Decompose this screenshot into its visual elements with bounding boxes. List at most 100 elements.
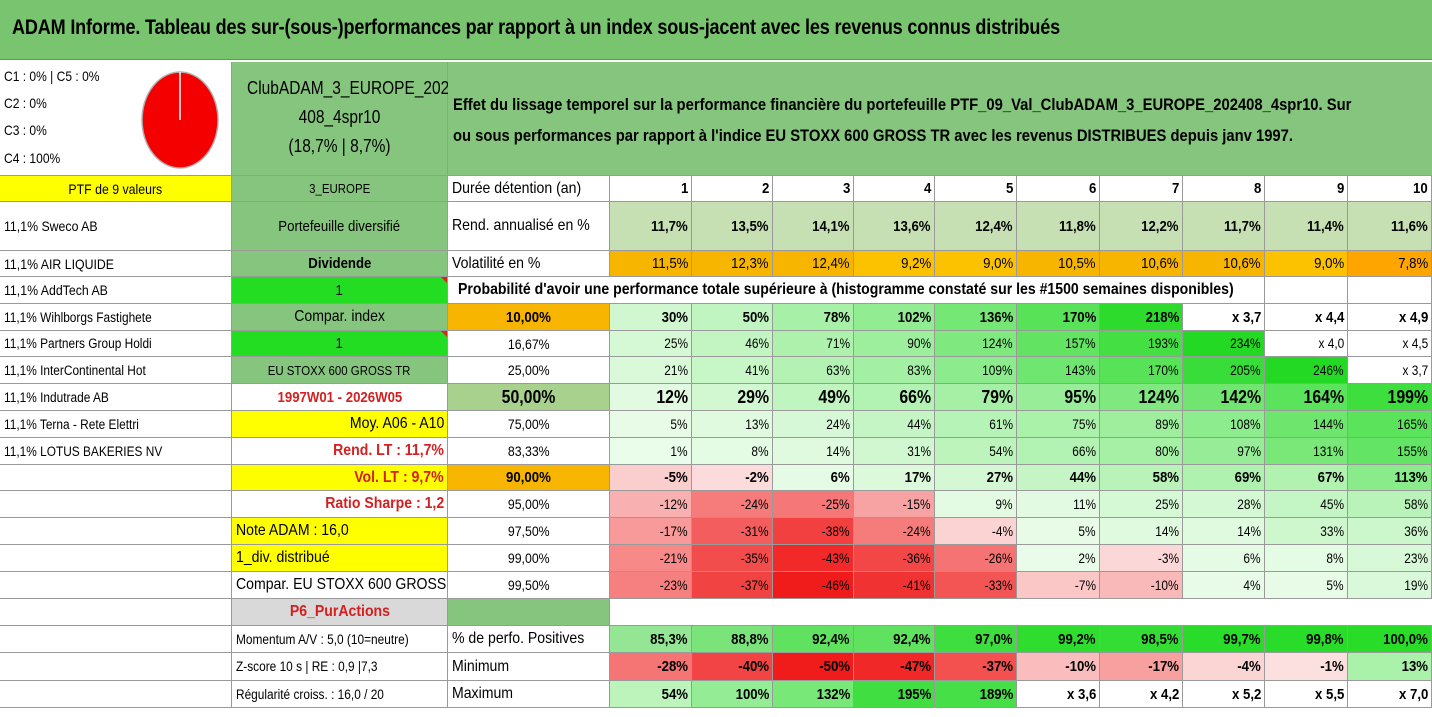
probability-value[interactable]: -35% (692, 545, 773, 572)
portfolio-type-cell[interactable]: Portefeuille diversifié (232, 202, 448, 251)
probability-value[interactable]: 193% (1100, 331, 1183, 357)
rend-value[interactable]: 11,7% (1183, 202, 1265, 251)
probability-value[interactable]: 49% (773, 384, 854, 411)
probability-value[interactable]: 58% (1100, 465, 1183, 491)
vol-value[interactable]: 12,3% (692, 251, 773, 277)
probability-value[interactable]: 5% (1017, 518, 1100, 545)
holding-row[interactable]: 11,1% InterContinental Hot (0, 357, 232, 384)
vol-value[interactable]: 10,5% (1017, 251, 1100, 277)
rend-value[interactable]: 13,5% (692, 202, 773, 251)
positives-value[interactable]: 99,2% (1017, 626, 1100, 653)
probability-value[interactable]: x 3,7 (1183, 304, 1265, 331)
probability-value[interactable]: 29% (692, 384, 773, 411)
probability-value[interactable]: 45% (1265, 491, 1348, 518)
year-header-8[interactable]: 8 (1183, 176, 1265, 202)
probability-value[interactable]: 218% (1100, 304, 1183, 331)
positives-value[interactable]: 88,8% (692, 626, 773, 653)
probability-value[interactable]: 95% (1017, 384, 1100, 411)
empty-cell[interactable] (0, 545, 232, 572)
probability-value[interactable]: x 4,9 (1348, 304, 1432, 331)
probability-value[interactable]: -7% (1017, 572, 1100, 599)
probability-value[interactable]: 79% (935, 384, 1017, 411)
probability-value[interactable]: x 4,4 (1265, 304, 1348, 331)
dividend-value-cell[interactable]: 1 (232, 277, 448, 304)
probability-value[interactable]: 102% (854, 304, 935, 331)
info-cell[interactable]: Ratio Sharpe : 1,2 (232, 491, 448, 518)
maximum-value[interactable]: 132% (773, 681, 854, 708)
probability-value[interactable]: -46% (773, 572, 854, 599)
probability-value[interactable]: -21% (610, 545, 692, 572)
probability-value[interactable]: -15% (854, 491, 935, 518)
probability-value[interactable]: 6% (1183, 545, 1265, 572)
probability-value[interactable]: 109% (935, 357, 1017, 384)
positives-value[interactable]: 92,4% (773, 626, 854, 653)
probability-value[interactable]: 13% (692, 411, 773, 438)
probability-value[interactable]: -24% (854, 518, 935, 545)
probability-title[interactable]: Probabilité d'avoir une performance tota… (448, 277, 1265, 304)
probability-value[interactable]: 28% (1183, 491, 1265, 518)
holding-row[interactable]: 11,1% AIR LIQUIDE (0, 251, 232, 277)
probability-value[interactable]: 41% (692, 357, 773, 384)
probability-level[interactable]: 83,33% (448, 438, 610, 465)
probability-value[interactable]: 21% (610, 357, 692, 384)
probability-level[interactable]: 10,00% (448, 304, 610, 331)
probability-value[interactable]: 1% (610, 438, 692, 465)
maximum-value[interactable]: 195% (854, 681, 935, 708)
probability-value[interactable]: 66% (854, 384, 935, 411)
probability-level[interactable]: 25,00% (448, 357, 610, 384)
positives-value[interactable]: 99,8% (1265, 626, 1348, 653)
info-cell[interactable]: 1 (232, 331, 448, 357)
probability-value[interactable]: -26% (935, 545, 1017, 572)
rend-value[interactable]: 11,6% (1348, 202, 1432, 251)
probability-value[interactable]: 9% (935, 491, 1017, 518)
probability-value[interactable]: -25% (773, 491, 854, 518)
probability-value[interactable]: 124% (935, 331, 1017, 357)
year-header-3[interactable]: 3 (773, 176, 854, 202)
probability-value[interactable]: 155% (1348, 438, 1432, 465)
probability-value[interactable]: 143% (1017, 357, 1100, 384)
probability-value[interactable]: 36% (1348, 518, 1432, 545)
year-header-1[interactable]: 1 (610, 176, 692, 202)
probability-value[interactable]: -2% (692, 465, 773, 491)
probability-level[interactable]: 99,00% (448, 545, 610, 572)
empty-cell[interactable] (0, 491, 232, 518)
positives-label[interactable]: % de perfo. Positives (448, 626, 610, 653)
year-header-10[interactable]: 10 (1348, 176, 1432, 202)
probability-value[interactable]: -17% (610, 518, 692, 545)
vol-value[interactable]: 10,6% (1183, 251, 1265, 277)
empty-cell[interactable] (0, 572, 232, 599)
positives-value[interactable]: 100,0% (1348, 626, 1432, 653)
probability-value[interactable]: 170% (1100, 357, 1183, 384)
probability-value[interactable]: 234% (1183, 331, 1265, 357)
minimum-value[interactable]: -37% (935, 653, 1017, 681)
info-cell[interactable]: Compar. EU STOXX 600 GROSS TR (232, 572, 448, 599)
momentum-cell[interactable]: Momentum A/V : 5,0 (10=neutre) (232, 626, 448, 653)
maximum-value[interactable]: 189% (935, 681, 1017, 708)
empty-cell[interactable] (0, 653, 232, 681)
probability-value[interactable]: 136% (935, 304, 1017, 331)
duration-label[interactable]: Durée détention (an) (448, 176, 610, 202)
probability-value[interactable]: -36% (854, 545, 935, 572)
portfolio-header[interactable]: PTF de 9 valeurs (0, 176, 232, 202)
probability-level[interactable]: 16,67% (448, 331, 610, 357)
probability-value[interactable]: 66% (1017, 438, 1100, 465)
info-cell[interactable]: Rend. LT : 11,7% (232, 438, 448, 465)
probability-value[interactable]: -38% (773, 518, 854, 545)
probability-value[interactable]: 44% (1017, 465, 1100, 491)
probability-value[interactable]: 46% (692, 331, 773, 357)
maximum-value[interactable]: x 3,6 (1017, 681, 1100, 708)
rend-value[interactable]: 13,6% (854, 202, 935, 251)
minimum-label[interactable]: Minimum (448, 653, 610, 681)
year-header-9[interactable]: 9 (1265, 176, 1348, 202)
probability-value[interactable]: 90% (854, 331, 935, 357)
rend-value[interactable]: 14,1% (773, 202, 854, 251)
probability-value[interactable]: 113% (1348, 465, 1432, 491)
probability-value[interactable]: 17% (854, 465, 935, 491)
probability-value[interactable]: 142% (1183, 384, 1265, 411)
probability-value[interactable]: 63% (773, 357, 854, 384)
minimum-value[interactable]: -10% (1017, 653, 1100, 681)
probability-value[interactable]: 97% (1183, 438, 1265, 465)
probability-value[interactable]: 75% (1017, 411, 1100, 438)
probability-value[interactable]: 61% (935, 411, 1017, 438)
year-header-2[interactable]: 2 (692, 176, 773, 202)
